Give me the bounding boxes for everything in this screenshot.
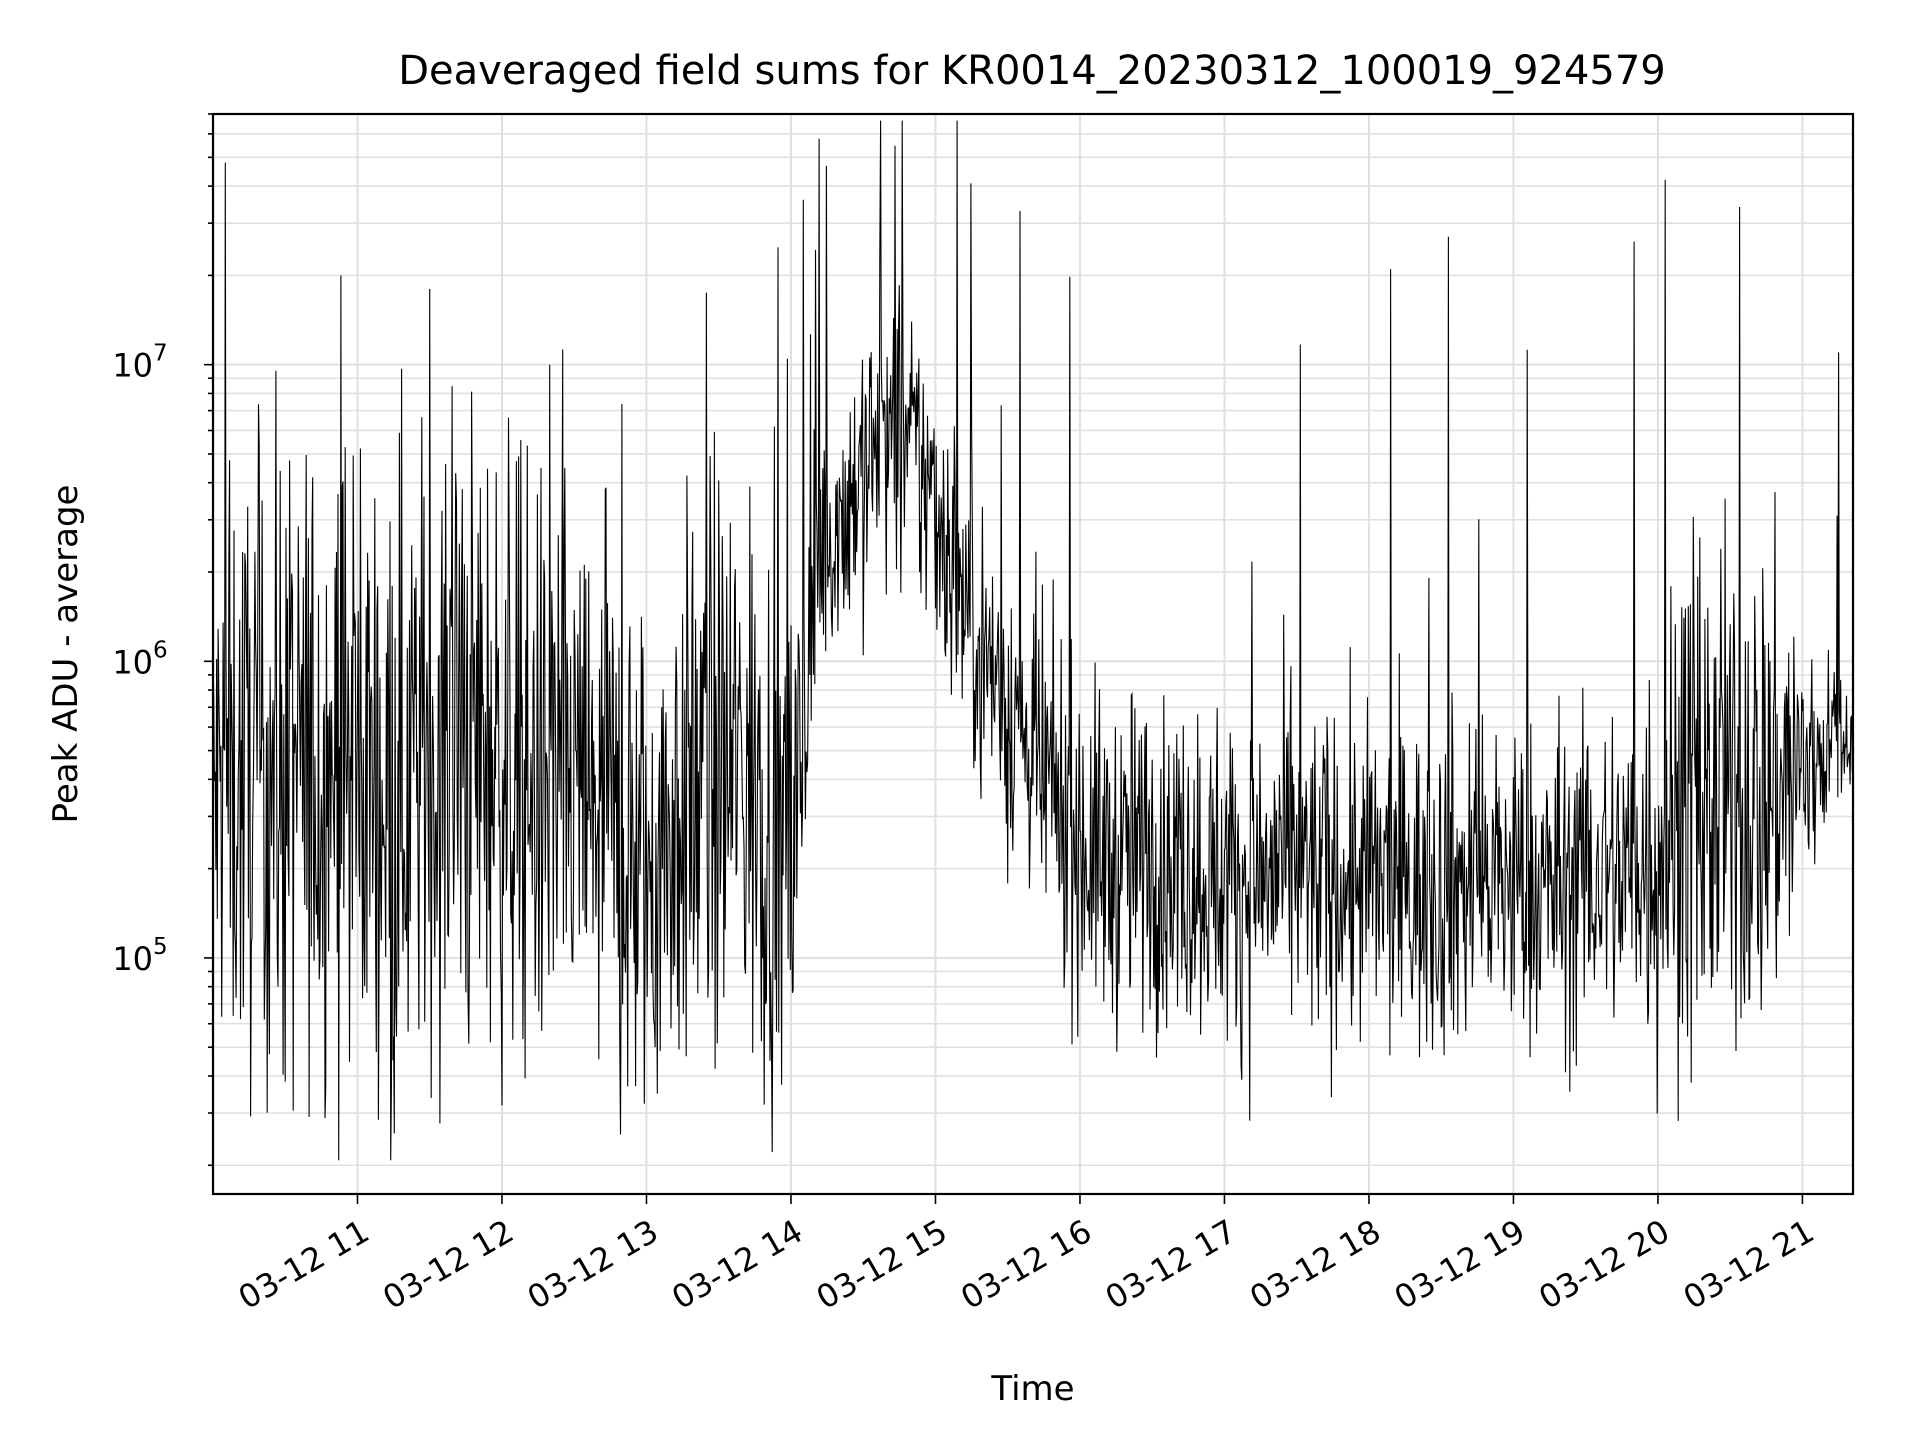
series-line: [212, 120, 1854, 1161]
plot-area: [212, 120, 1854, 1161]
plot-frame: [211, 112, 1855, 1196]
chart-title: Deaveraged field sums for KR0014_2023031…: [398, 48, 1666, 94]
y-tick-label: 107: [112, 341, 167, 385]
y-tick-label: 106: [112, 637, 167, 681]
y-axis-label: Peak ADU - average: [46, 485, 86, 824]
x-axis-label: Time: [990, 1369, 1074, 1409]
y-tick-label: 105: [112, 934, 167, 978]
